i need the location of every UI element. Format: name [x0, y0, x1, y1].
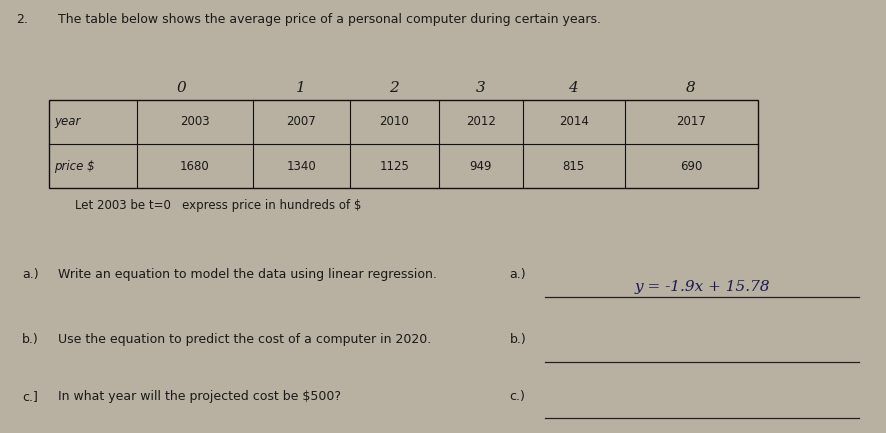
- Text: a.): a.): [509, 268, 526, 281]
- Text: 4: 4: [568, 81, 579, 95]
- Text: Use the equation to predict the cost of a computer in 2020.: Use the equation to predict the cost of …: [58, 333, 431, 346]
- Text: 815: 815: [563, 160, 585, 173]
- Text: 1680: 1680: [180, 160, 210, 173]
- Text: b.): b.): [22, 333, 39, 346]
- Text: 0: 0: [176, 81, 187, 95]
- Text: The table below shows the average price of a personal computer during certain ye: The table below shows the average price …: [58, 13, 601, 26]
- Text: 2012: 2012: [466, 115, 495, 128]
- Text: 3: 3: [475, 81, 486, 95]
- Text: y = -1.9x + 15.78: y = -1.9x + 15.78: [634, 281, 770, 294]
- Text: Let 2003 be t=0   express price in hundreds of $: Let 2003 be t=0 express price in hundred…: [75, 199, 361, 212]
- Text: 1340: 1340: [286, 160, 316, 173]
- Text: 2003: 2003: [180, 115, 210, 128]
- Text: 2010: 2010: [379, 115, 409, 128]
- Text: c.): c.): [509, 390, 525, 403]
- Text: price $: price $: [54, 160, 95, 173]
- Text: 1: 1: [296, 81, 307, 95]
- Text: In what year will the projected cost be $500?: In what year will the projected cost be …: [58, 390, 340, 403]
- Text: 1125: 1125: [379, 160, 409, 173]
- Text: 8: 8: [686, 81, 696, 95]
- Text: 2: 2: [389, 81, 400, 95]
- Text: 2014: 2014: [559, 115, 588, 128]
- Text: 2.: 2.: [16, 13, 27, 26]
- Text: Write an equation to model the data using linear regression.: Write an equation to model the data usin…: [58, 268, 437, 281]
- Text: c.]: c.]: [22, 390, 38, 403]
- Text: 2007: 2007: [286, 115, 316, 128]
- Text: a.): a.): [22, 268, 39, 281]
- Text: 949: 949: [470, 160, 492, 173]
- Text: 2017: 2017: [676, 115, 706, 128]
- Text: year: year: [54, 115, 81, 128]
- Text: b.): b.): [509, 333, 526, 346]
- Text: 690: 690: [680, 160, 703, 173]
